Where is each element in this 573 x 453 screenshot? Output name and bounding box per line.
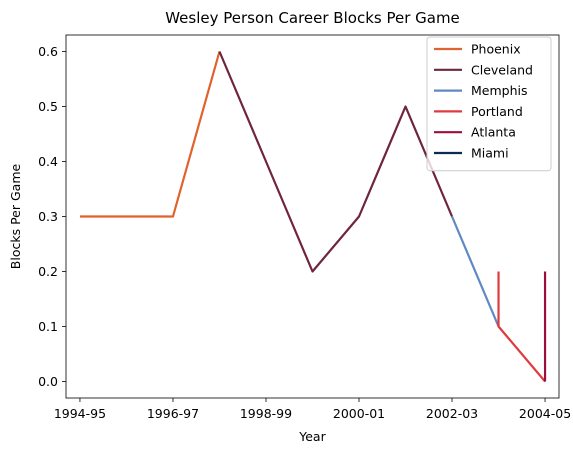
y-tick-label: 0.0 — [38, 374, 58, 389]
y-tick-label: 0.2 — [38, 264, 58, 279]
series-layer — [79, 51, 547, 383]
legend-label-phoenix: Phoenix — [471, 42, 521, 57]
y-tick-label: 0.6 — [38, 44, 58, 59]
x-tick-label: 1994-95 — [54, 406, 106, 421]
legend-label-memphis: Memphis — [471, 83, 528, 98]
legend: Phoenix Cleveland Memphis Portland Atlanta Mi… — [426, 36, 552, 172]
x-axis-label: Year — [298, 429, 326, 444]
legend-label-cleveland: Cleveland — [471, 62, 533, 77]
y-axis: 0.0 0.1 0.2 0.3 0.4 0.5 0.6 — [38, 44, 66, 389]
x-axis: 1994-95 1996-97 1998-99 2000-01 2002-03 2004-… — [54, 398, 571, 421]
x-tick-label: 1998-99 — [240, 406, 292, 421]
series-line-portland — [497, 271, 546, 383]
x-tick-label: 2000-01 — [333, 406, 385, 421]
x-tick-label: 1996-97 — [147, 406, 199, 421]
x-tick-label: 2002-03 — [426, 406, 478, 421]
y-tick-label: 0.4 — [38, 154, 58, 169]
legend-label-atlanta: Atlanta — [471, 125, 516, 140]
chart-title: Wesley Person Career Blocks Per Game — [165, 9, 460, 27]
y-axis-label: Blocks Per Game — [8, 163, 23, 269]
legend-label-portland: Portland — [471, 104, 523, 119]
x-tick-label: 2004-05 — [519, 406, 571, 421]
y-tick-label: 0.5 — [38, 99, 58, 114]
y-tick-label: 0.3 — [38, 209, 58, 224]
series-line-phoenix — [79, 51, 221, 218]
series-line-cleveland — [218, 51, 454, 273]
y-tick-label: 0.1 — [38, 319, 58, 334]
legend-label-miami: Miami — [471, 146, 509, 161]
series-line-memphis — [451, 216, 500, 327]
